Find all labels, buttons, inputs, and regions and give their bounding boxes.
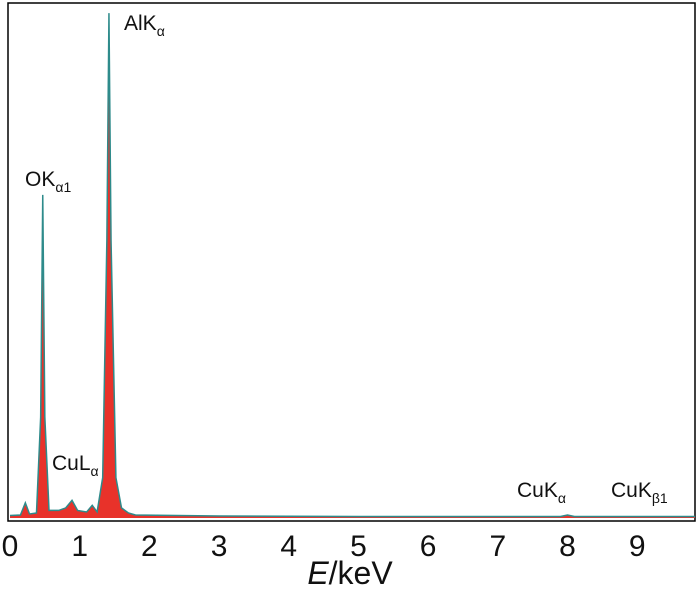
x-tick-label: 6 <box>420 530 437 563</box>
x-tick-label: 5 <box>350 530 367 563</box>
x-tick-label: 4 <box>280 530 297 563</box>
spectrum-area <box>10 13 695 518</box>
spectrum-line <box>9 13 695 518</box>
peak-label: CuKβ1 <box>611 479 668 506</box>
peak-label: OKα1 <box>25 168 71 195</box>
x-axis-label: E/keV <box>307 555 393 591</box>
x-axis-unit: /keV <box>329 555 394 591</box>
peak-label-main: CuK <box>517 479 558 502</box>
x-tick-label: 8 <box>559 530 576 563</box>
plot-frame <box>7 2 696 522</box>
x-tick-label: 9 <box>629 530 646 563</box>
peak-label-sub: α1 <box>55 179 71 195</box>
peak-label-sub: α <box>157 23 165 39</box>
x-tick-label: 2 <box>141 530 158 563</box>
x-tick-label: 3 <box>211 530 228 563</box>
peak-label: CuKα <box>517 479 566 506</box>
peak-label: CuLα <box>52 452 99 479</box>
peak-label-sub: α <box>558 490 566 506</box>
x-axis-symbol: E <box>307 555 329 591</box>
peak-label-main: AlK <box>124 12 157 35</box>
peak-label-main: CuK <box>611 479 652 502</box>
peak-label-main: CuL <box>52 452 91 475</box>
x-tick-label: 7 <box>489 530 506 563</box>
peak-label-main: OK <box>25 168 55 191</box>
x-tick-label: 1 <box>71 530 88 563</box>
x-tick-label: 0 <box>2 530 19 563</box>
peak-label-sub: β1 <box>652 490 668 506</box>
peak-label-sub: α <box>91 463 99 479</box>
peak-label: AlKα <box>124 12 165 39</box>
